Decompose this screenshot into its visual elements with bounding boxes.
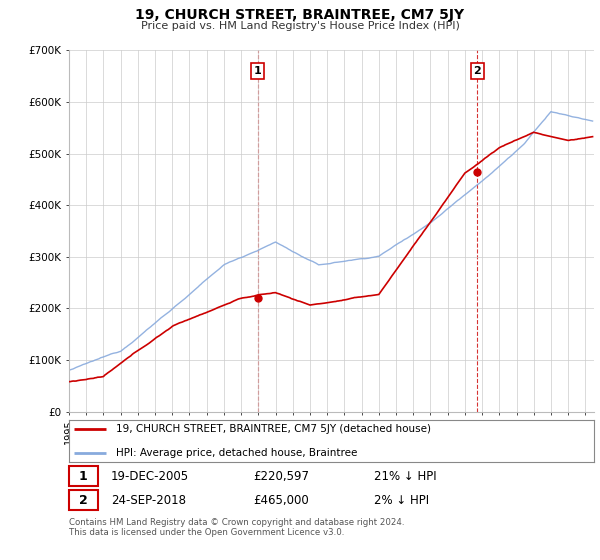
FancyBboxPatch shape [69,466,98,486]
Text: 24-SEP-2018: 24-SEP-2018 [111,493,186,507]
Text: 2: 2 [79,493,88,507]
Text: 1: 1 [79,470,88,483]
Text: 19, CHURCH STREET, BRAINTREE, CM7 5JY (detached house): 19, CHURCH STREET, BRAINTREE, CM7 5JY (d… [116,424,431,434]
Text: 21% ↓ HPI: 21% ↓ HPI [373,470,436,483]
Text: 1: 1 [254,66,262,76]
Text: HPI: Average price, detached house, Braintree: HPI: Average price, detached house, Brai… [116,448,358,458]
Text: 19, CHURCH STREET, BRAINTREE, CM7 5JY: 19, CHURCH STREET, BRAINTREE, CM7 5JY [136,8,464,22]
FancyBboxPatch shape [69,490,98,510]
Text: 2% ↓ HPI: 2% ↓ HPI [373,493,428,507]
Text: 2: 2 [473,66,481,76]
Text: Contains HM Land Registry data © Crown copyright and database right 2024.
This d: Contains HM Land Registry data © Crown c… [69,518,404,538]
Text: £465,000: £465,000 [253,493,308,507]
Text: Price paid vs. HM Land Registry's House Price Index (HPI): Price paid vs. HM Land Registry's House … [140,21,460,31]
Text: 19-DEC-2005: 19-DEC-2005 [111,470,189,483]
Text: £220,597: £220,597 [253,470,309,483]
